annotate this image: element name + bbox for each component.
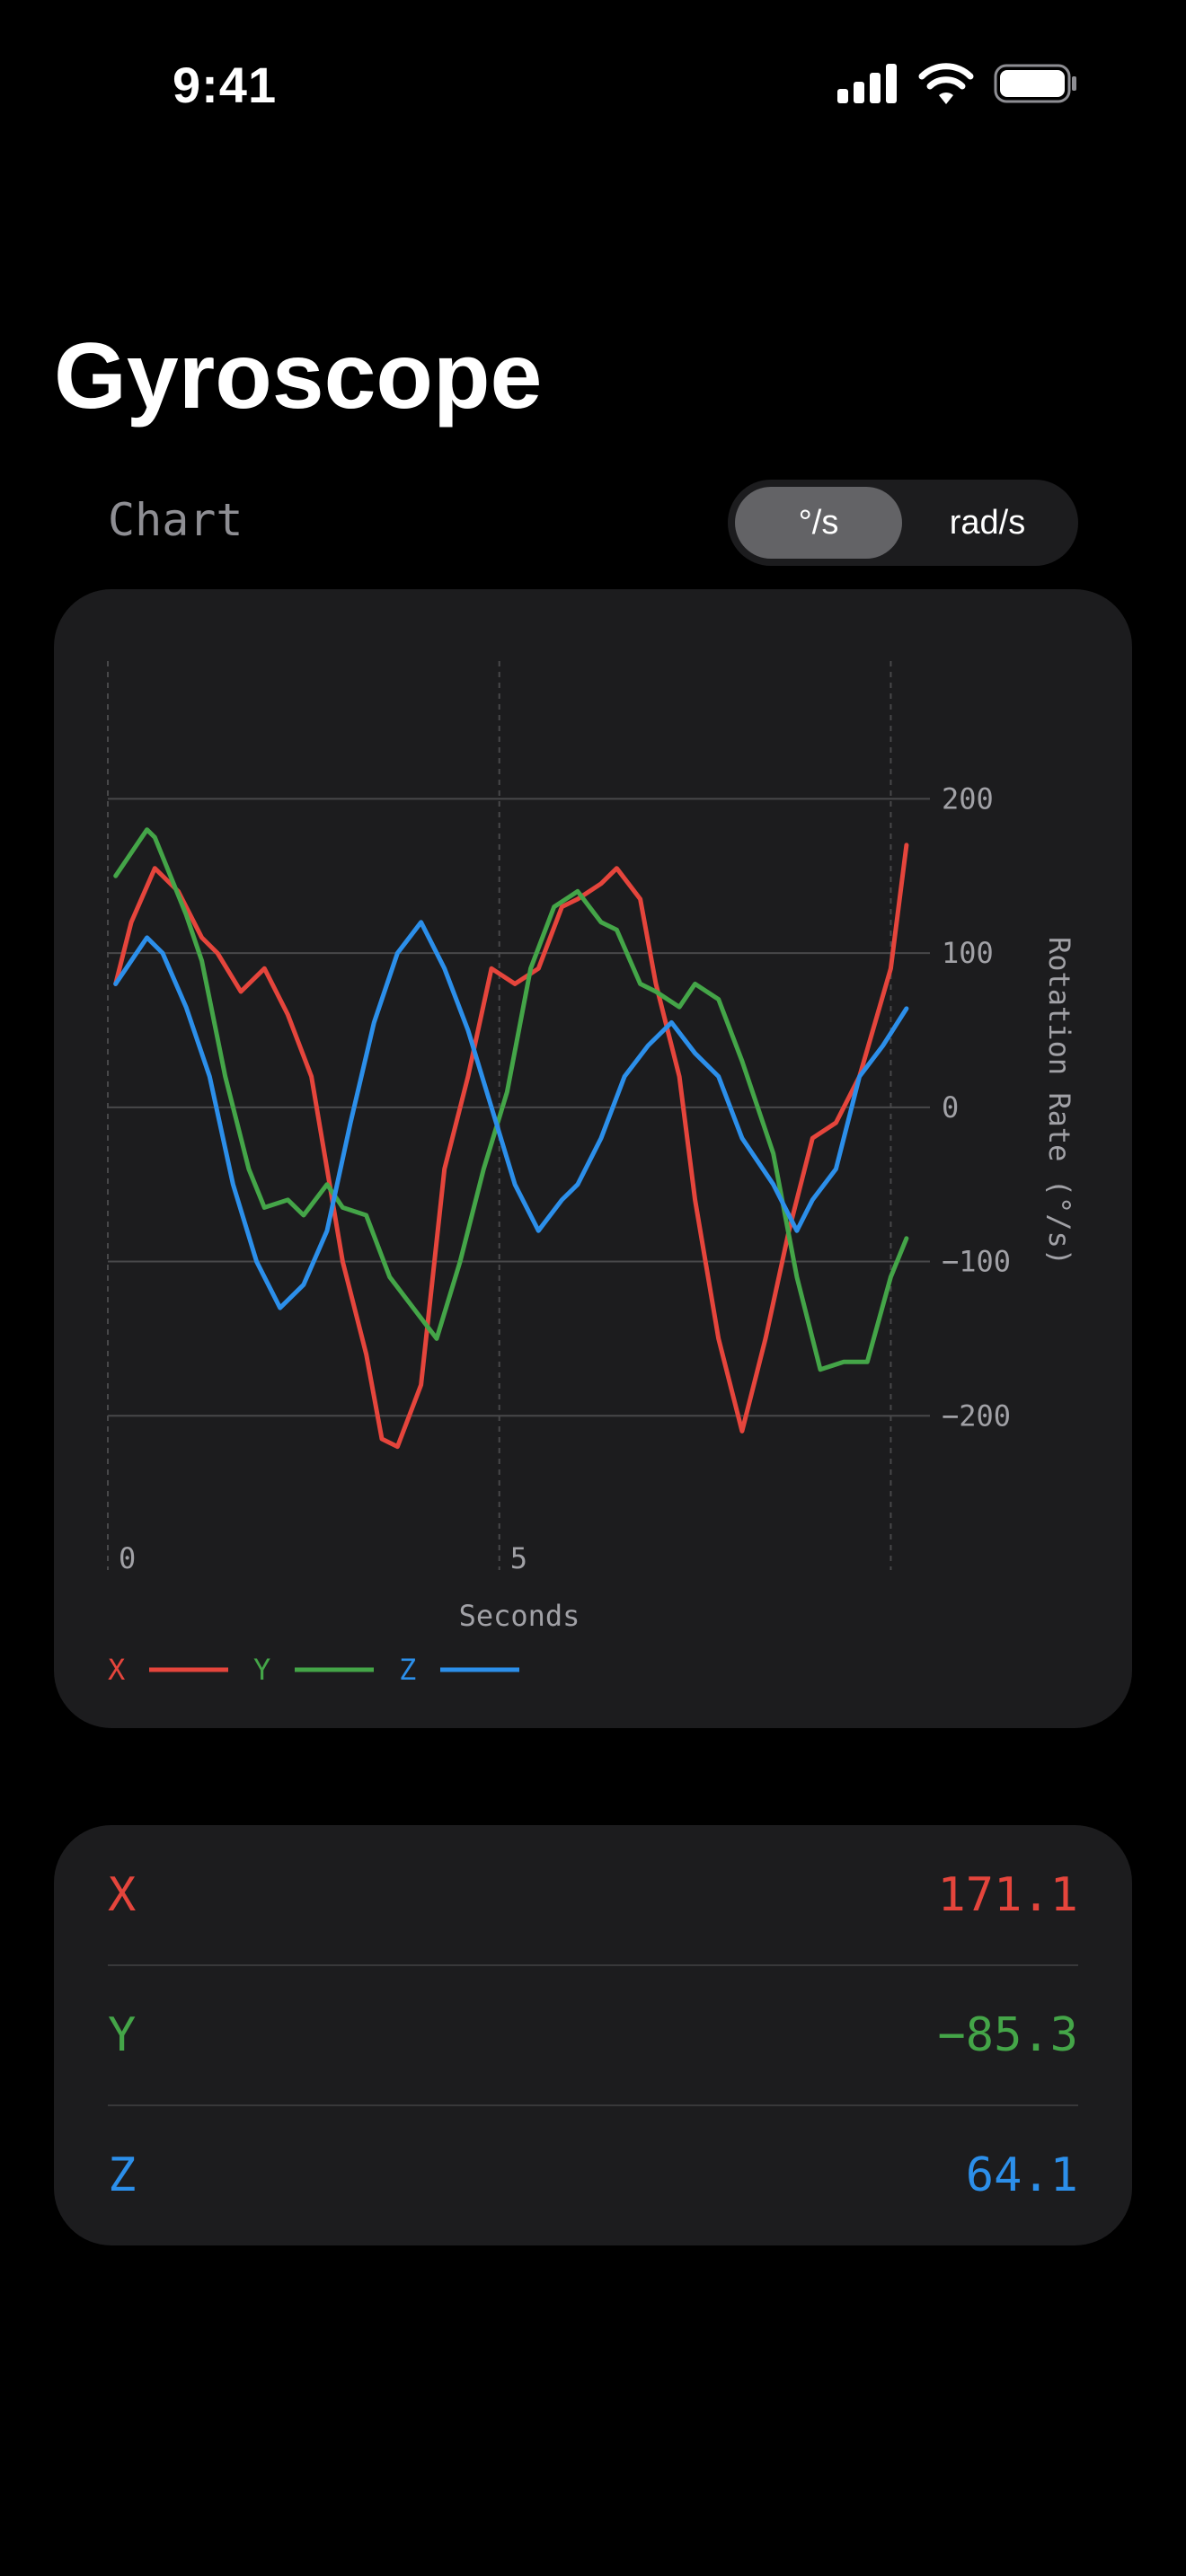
status-icons <box>837 63 1078 104</box>
battery-icon <box>994 64 1076 103</box>
unit-option-rad-per-sec[interactable]: rad/s <box>949 503 1026 542</box>
x-axis-label: Seconds <box>459 1599 580 1633</box>
section-label: Chart <box>108 494 243 546</box>
y-tick-label: 0 <box>942 1090 959 1125</box>
y-tick-label: −100 <box>942 1245 1011 1279</box>
rotation-rate-chart: 200 100 0 −100 −200 0 5 Seconds Rotation Rate (°… <box>107 661 1076 1687</box>
x-tick-label: 5 <box>510 1541 527 1575</box>
reading-label-z: Z <box>108 2148 137 2202</box>
legend-label-z: Z <box>399 1653 416 1687</box>
series-line-x <box>113 842 909 1450</box>
reading-value-z: 64.1 <box>965 2148 1078 2202</box>
unit-option-deg-per-sec[interactable]: °/s <box>735 487 902 559</box>
reading-value-y: −85.3 <box>937 2008 1078 2062</box>
cellular-signal-icon <box>837 64 897 103</box>
y-tick-label: −200 <box>942 1398 1011 1433</box>
unit-segmented-control[interactable]: °/s rad/s <box>728 480 1078 566</box>
y-tick-label: 200 <box>942 781 994 816</box>
wifi-icon <box>918 63 974 104</box>
status-bar: 9:41 <box>0 0 1186 171</box>
status-time: 9:41 <box>173 57 278 113</box>
chart-card: 200 100 0 −100 −200 0 5 Seconds Rotation Rate (°… <box>54 589 1132 1728</box>
series-line-y <box>113 827 909 1372</box>
x-tick-label: 0 <box>119 1541 136 1575</box>
reading-label-y: Y <box>108 2008 137 2062</box>
divider <box>108 2104 1078 2106</box>
reading-row-y: Y −85.3 <box>108 1965 1078 2105</box>
reading-value-x: 171.1 <box>937 1868 1078 1922</box>
legend-label-x: X <box>108 1653 125 1687</box>
y-axis-label: Rotation Rate (°/s) <box>1042 937 1076 1266</box>
page-title: Gyroscope <box>54 324 543 428</box>
reading-row-z: Z 64.1 <box>108 2105 1078 2245</box>
legend-label-y: Y <box>253 1653 270 1687</box>
divider <box>108 1964 1078 1966</box>
readings-card: X 171.1 Y −85.3 Z 64.1 <box>54 1825 1132 2245</box>
reading-row-x: X 171.1 <box>108 1825 1078 1965</box>
reading-label-x: X <box>108 1868 137 1922</box>
y-tick-label: 100 <box>942 936 994 970</box>
series-line-z <box>113 920 909 1310</box>
